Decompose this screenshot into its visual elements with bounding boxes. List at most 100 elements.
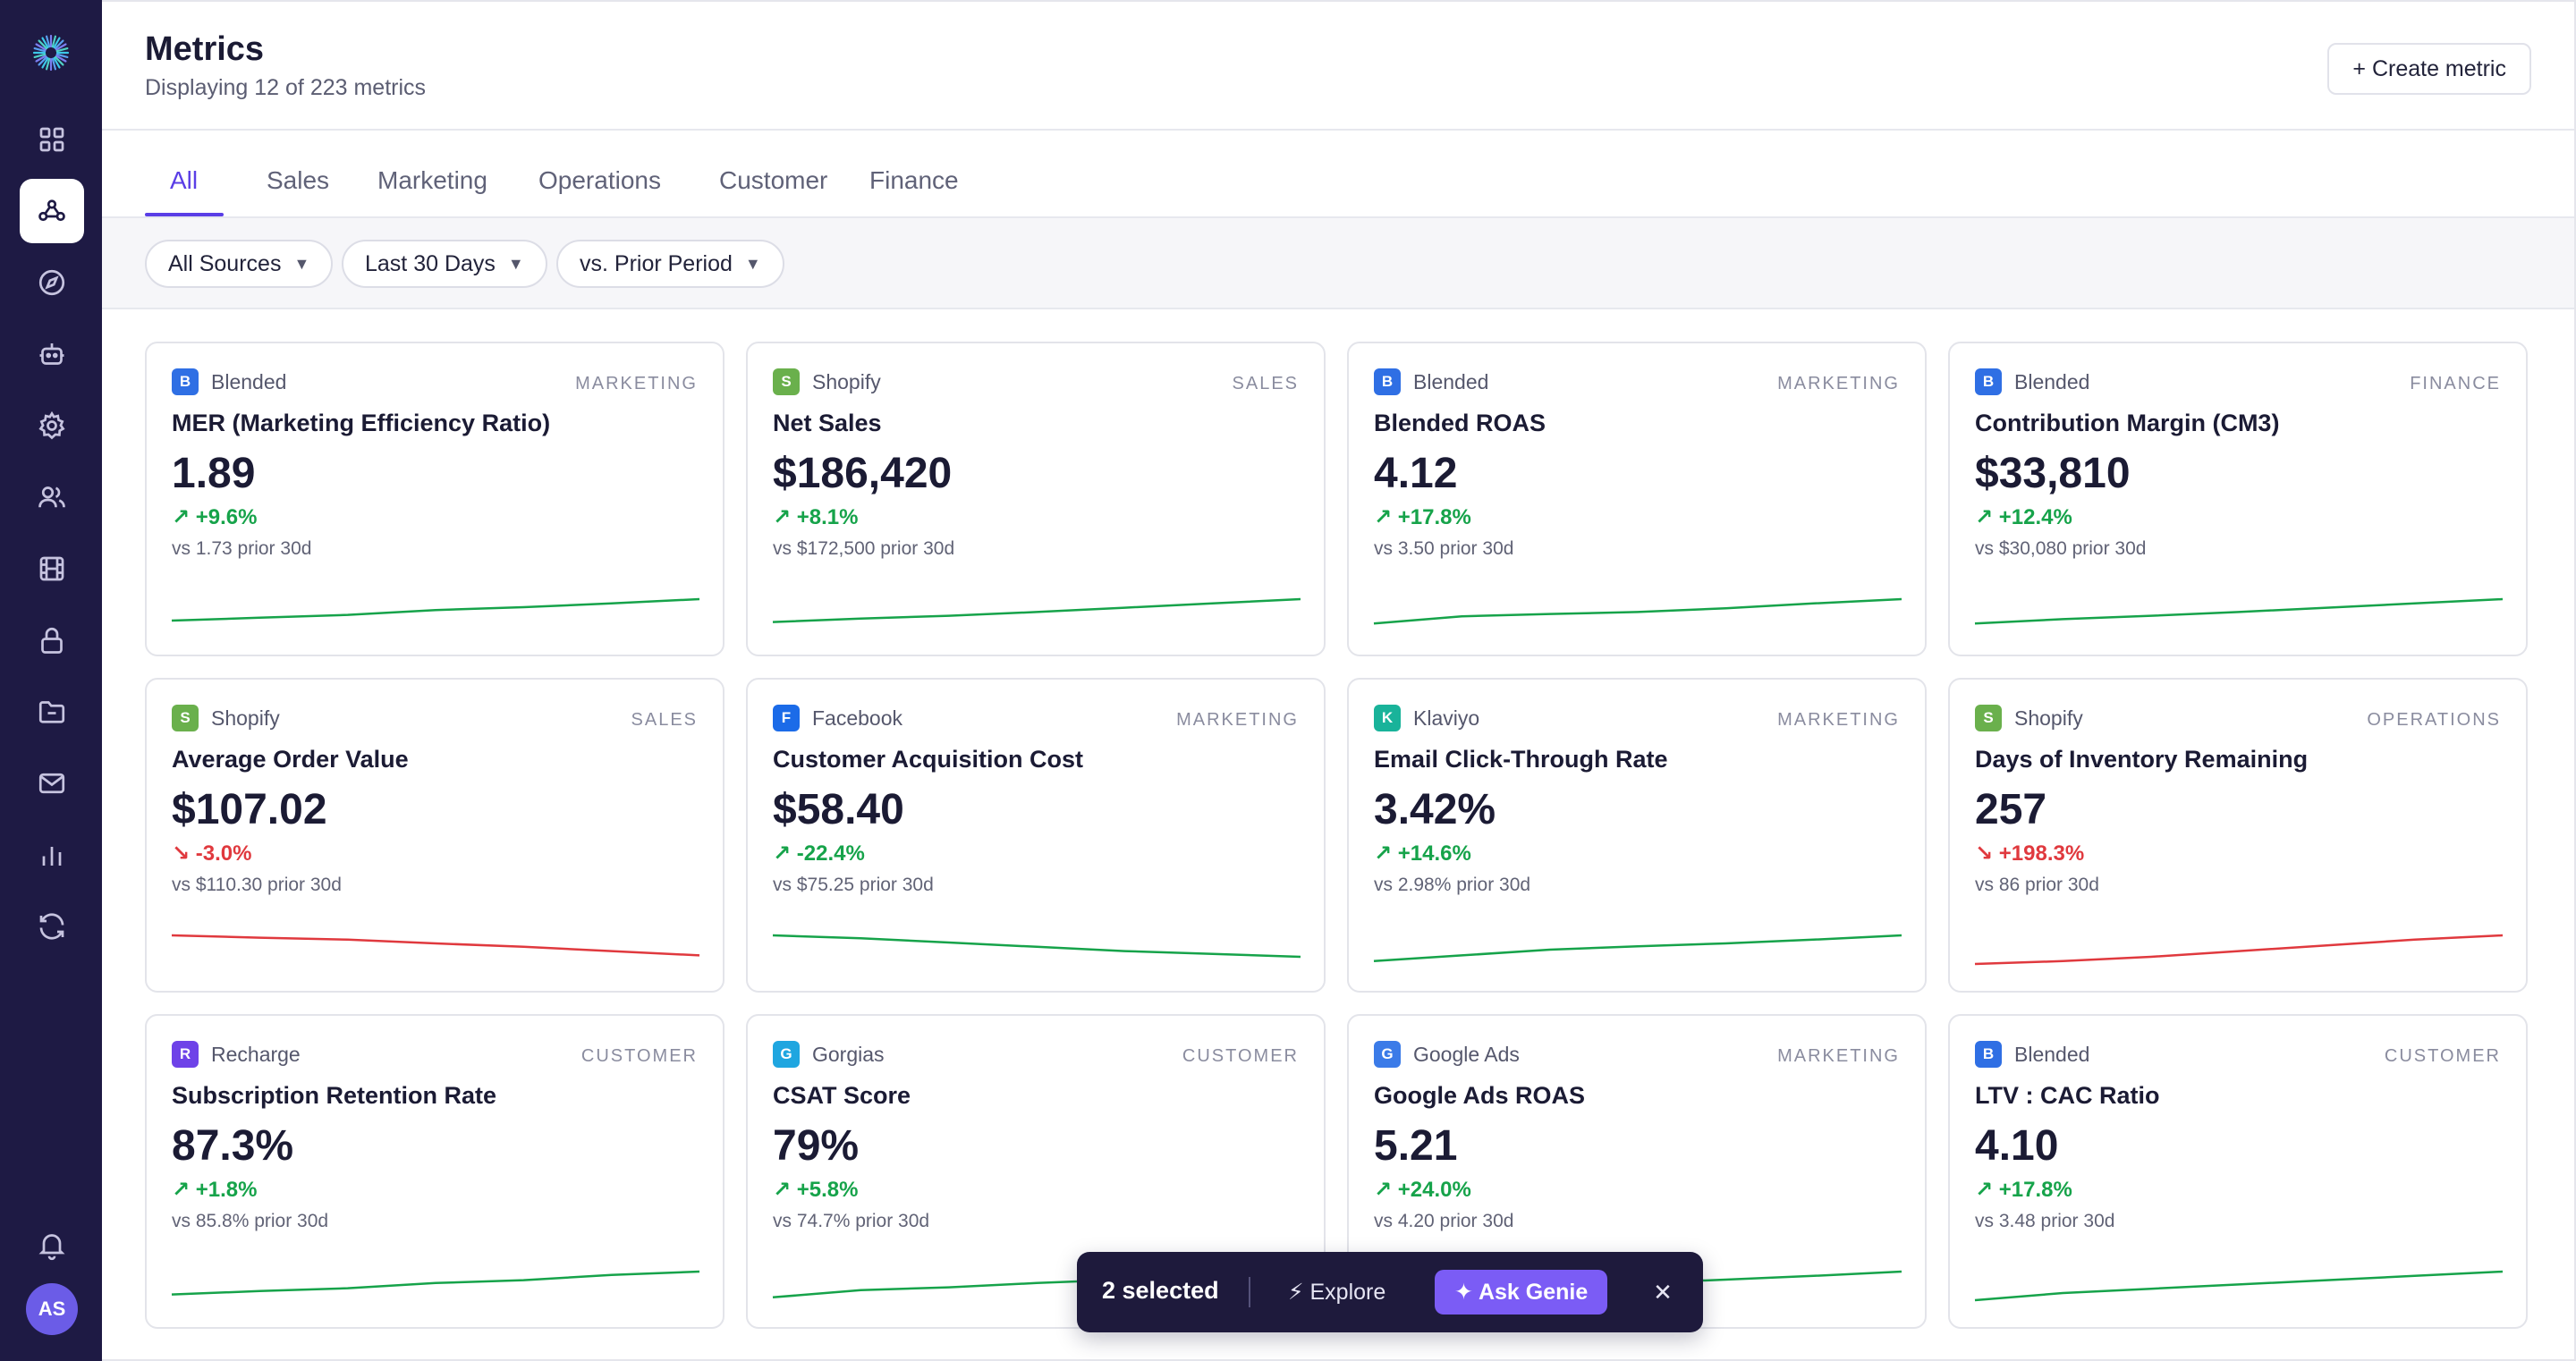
nav-files[interactable] [20, 680, 84, 744]
metric-card[interactable]: B Blended MARKETING Blended ROAS 4.12 ↗ +17.8… [1347, 342, 1927, 656]
card-source: G Google Ads [1374, 1041, 1520, 1068]
tab-marketing[interactable]: Marketing [377, 166, 487, 194]
card-source: S Shopify [172, 705, 280, 731]
card-category: SALES [631, 710, 698, 730]
mail-icon [38, 773, 65, 794]
chevron-down-icon: ▼ [293, 254, 310, 273]
sparkline-series [772, 934, 1301, 959]
nav-security[interactable] [20, 608, 84, 672]
nav-metrics[interactable] [20, 179, 84, 243]
explore-button[interactable]: ⚡ Explore [1288, 1280, 1386, 1305]
metric-delta: ↗ +24.0% [1374, 1178, 1471, 1202]
metric-value: 3.42% [1374, 786, 1496, 833]
card-category: MARKETING [1777, 1046, 1900, 1066]
metric-value: 4.10 [1975, 1122, 2059, 1170]
source-badge-icon: S [1975, 705, 2002, 731]
card-source: S Shopify [773, 368, 881, 395]
sparkline [772, 597, 1301, 623]
metric-name: Average Order Value [172, 746, 409, 773]
sparkline-series [1974, 1270, 2504, 1302]
sidebar: AS [0, 0, 102, 1361]
nav-settings[interactable] [20, 393, 84, 458]
metric-card[interactable]: F Facebook MARKETING Customer Acquisition C… [746, 678, 1326, 993]
sparkline-series [1373, 597, 1902, 625]
metric-name: Net Sales [773, 410, 882, 436]
bot-icon [39, 343, 64, 365]
tab-finance[interactable]: Finance [869, 166, 959, 194]
metric-card[interactable]: B Blended MARKETING MER (Marketing Efficien… [145, 342, 724, 656]
date-range-filter-label: Last 30 Days [365, 250, 496, 276]
tab-operations[interactable]: Operations [538, 166, 661, 194]
filter-bar: All Sources ▼ Last 30 Days ▼ vs. Prior P… [102, 216, 2574, 309]
metric-card[interactable]: S Shopify SALES Average Order Value $107.02 ↘… [145, 678, 724, 993]
metric-value: $58.40 [773, 786, 904, 833]
nav-reports[interactable] [20, 823, 84, 887]
metric-name: MER (Marketing Efficiency Ratio) [172, 410, 551, 436]
tab-all[interactable]: All [170, 166, 199, 194]
prior-period-value: vs $75.25 prior 30d [773, 875, 934, 895]
date-range-filter[interactable]: Last 30 Days ▼ [342, 240, 547, 288]
prior-period-value: vs 85.8% prior 30d [172, 1211, 329, 1231]
ask-genie-button[interactable]: ✦ Ask Genie [1435, 1270, 1608, 1315]
prior-period-value: vs 3.50 prior 30d [1374, 538, 1514, 559]
sparkline [171, 934, 700, 957]
metric-card[interactable]: G Gorgias CUSTOMER CSAT Score 79% ↗ +5.8% vs 7… [746, 1014, 1326, 1329]
nav-mail[interactable] [20, 751, 84, 816]
metric-card[interactable]: S Shopify SALES Net Sales $186,420 ↗ +8.1% vs … [746, 342, 1326, 656]
source-name: Facebook [812, 706, 903, 730]
source-name: Blended [2014, 1042, 2090, 1066]
card-source: B Blended [172, 368, 286, 395]
nav-agents[interactable] [20, 322, 84, 386]
tab-sales[interactable]: Sales [267, 166, 330, 194]
metric-value: 5.21 [1374, 1122, 1458, 1170]
sunburst-logo[interactable] [32, 34, 70, 72]
sparkline-series [1373, 934, 1902, 963]
metric-value: 4.12 [1374, 450, 1458, 497]
nav-explore[interactable] [20, 250, 84, 315]
selection-count: 2 selected [1102, 1277, 1219, 1304]
metric-card[interactable]: K Klaviyo MARKETING Email Click-Through Rat… [1347, 678, 1927, 993]
card-category: MARKETING [1777, 710, 1900, 730]
prior-period-value: vs $172,500 prior 30d [773, 538, 955, 559]
metric-card[interactable]: B Blended FINANCE Contribution Margin (CM3)… [1948, 342, 2528, 656]
source-filter-label: All Sources [168, 250, 282, 276]
page-subtitle: Displaying 12 of 223 metrics [145, 75, 427, 100]
close-icon[interactable]: ✕ [1653, 1278, 1673, 1306]
prior-period-value: vs $30,080 prior 30d [1975, 538, 2147, 559]
card-category: MARKETING [575, 374, 698, 393]
comparison-filter[interactable]: vs. Prior Period ▼ [556, 240, 784, 288]
sparkline [171, 1270, 700, 1296]
source-badge-icon: G [773, 1041, 800, 1068]
nav-media[interactable] [20, 537, 84, 601]
tab-customer[interactable]: Customer [719, 166, 828, 194]
selection-bar: 2 selected ⚡ Explore ✦ Ask Genie ✕ [1077, 1252, 1703, 1332]
source-name: Shopify [812, 369, 881, 393]
metric-card[interactable]: R Recharge CUSTOMER Subscription Retention … [145, 1014, 724, 1329]
sparkline [1373, 934, 1902, 963]
nav-dashboard[interactable] [20, 107, 84, 172]
nav-notifications[interactable] [20, 1213, 84, 1277]
nav-sync[interactable] [20, 894, 84, 959]
metric-card[interactable]: S Shopify OPERATIONS Days of Inventory Rema… [1948, 678, 2528, 993]
main-content: Metrics Displaying 12 of 223 metrics + C… [102, 0, 2576, 1361]
card-source: F Facebook [773, 705, 902, 731]
refresh-icon [39, 913, 64, 940]
prior-period-value: vs 4.20 prior 30d [1374, 1211, 1514, 1231]
metric-name: Subscription Retention Rate [172, 1082, 497, 1109]
create-metric-button[interactable]: + Create metric [2327, 43, 2531, 95]
source-badge-icon: R [172, 1041, 199, 1068]
source-filter[interactable]: All Sources ▼ [145, 240, 334, 288]
active-tab-indicator [145, 213, 224, 216]
avatar[interactable]: AS [26, 1283, 78, 1335]
nav-users[interactable] [20, 465, 84, 529]
comparison-filter-label: vs. Prior Period [580, 250, 733, 276]
card-category: CUSTOMER [2384, 1046, 2501, 1066]
metric-name: LTV : CAC Ratio [1975, 1082, 2160, 1109]
sparkline [1373, 597, 1902, 625]
metric-card[interactable]: B Blended CUSTOMER LTV : CAC Ratio 4.10 ↗ +17… [1948, 1014, 2528, 1329]
bell-icon [38, 1234, 65, 1261]
prior-period-value: vs 2.98% prior 30d [1374, 875, 1531, 895]
chevron-down-icon: ▼ [507, 254, 524, 273]
card-category: CUSTOMER [580, 1046, 698, 1066]
metric-delta: ↗ +12.4% [1975, 505, 2072, 529]
